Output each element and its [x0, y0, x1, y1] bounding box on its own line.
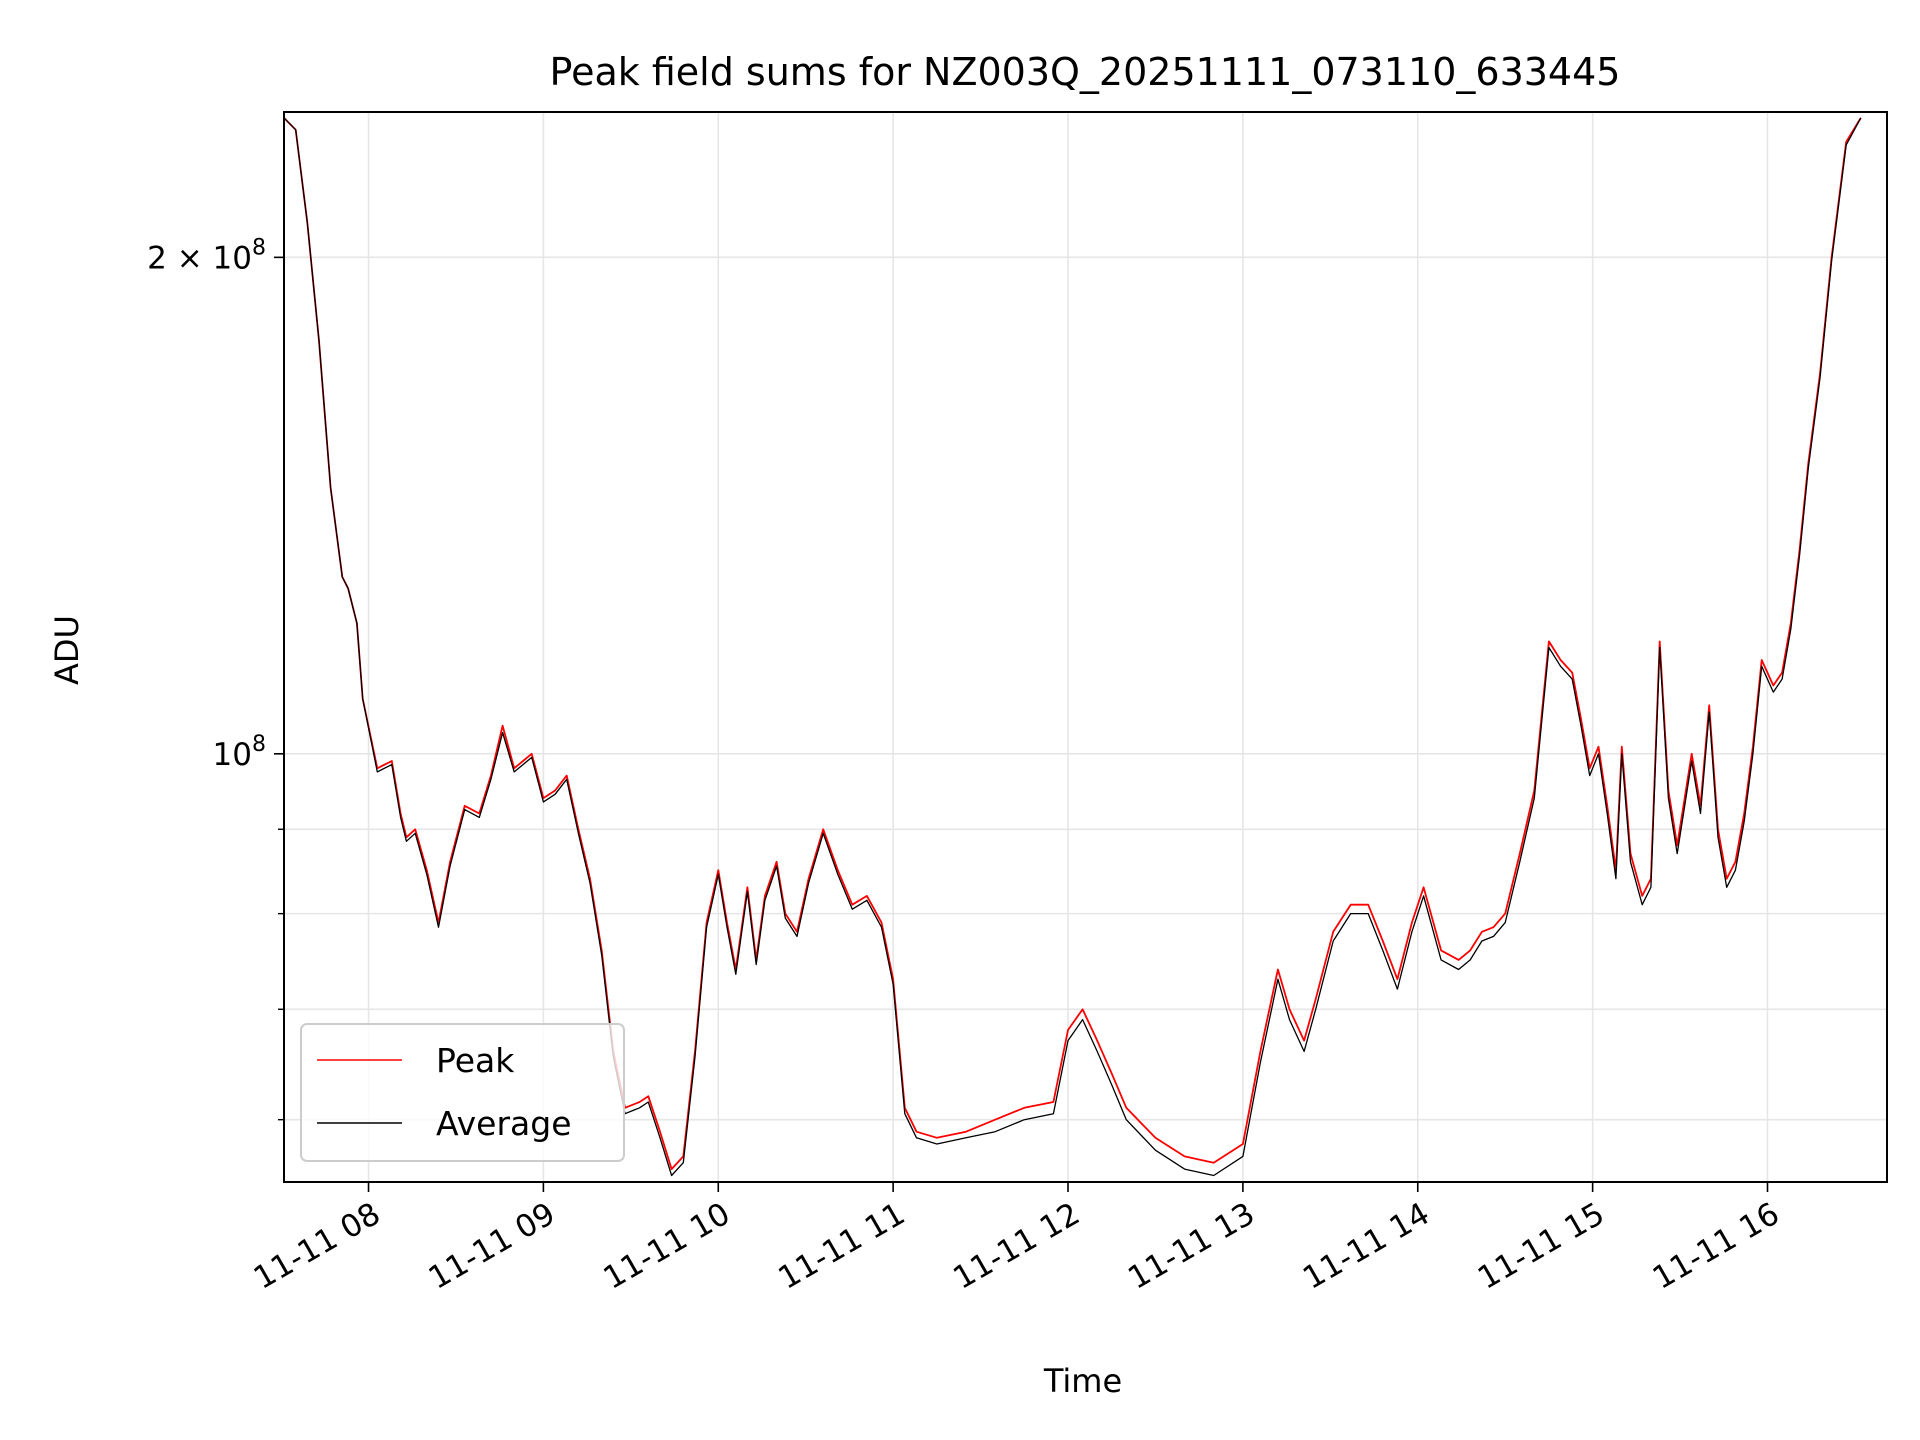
plot-frame [283, 111, 1888, 1183]
legend-label-average: Average [436, 1104, 572, 1143]
chart-title: Peak field sums for NZ003Q_20251111_0731… [550, 50, 1621, 94]
series-lines [284, 117, 1862, 1177]
x-axis-title: Time [1043, 1362, 1122, 1400]
legend-label-peak: Peak [436, 1041, 515, 1080]
series-line-average [284, 117, 1862, 1177]
grid [284, 112, 1887, 1182]
y-tick-label: 2 × 108 [147, 235, 266, 276]
y-tick-label: 108 [213, 732, 266, 773]
legend-box [300, 1023, 625, 1162]
legend: Peak Average [300, 1023, 625, 1162]
y-axis-title: ADU [48, 615, 86, 685]
